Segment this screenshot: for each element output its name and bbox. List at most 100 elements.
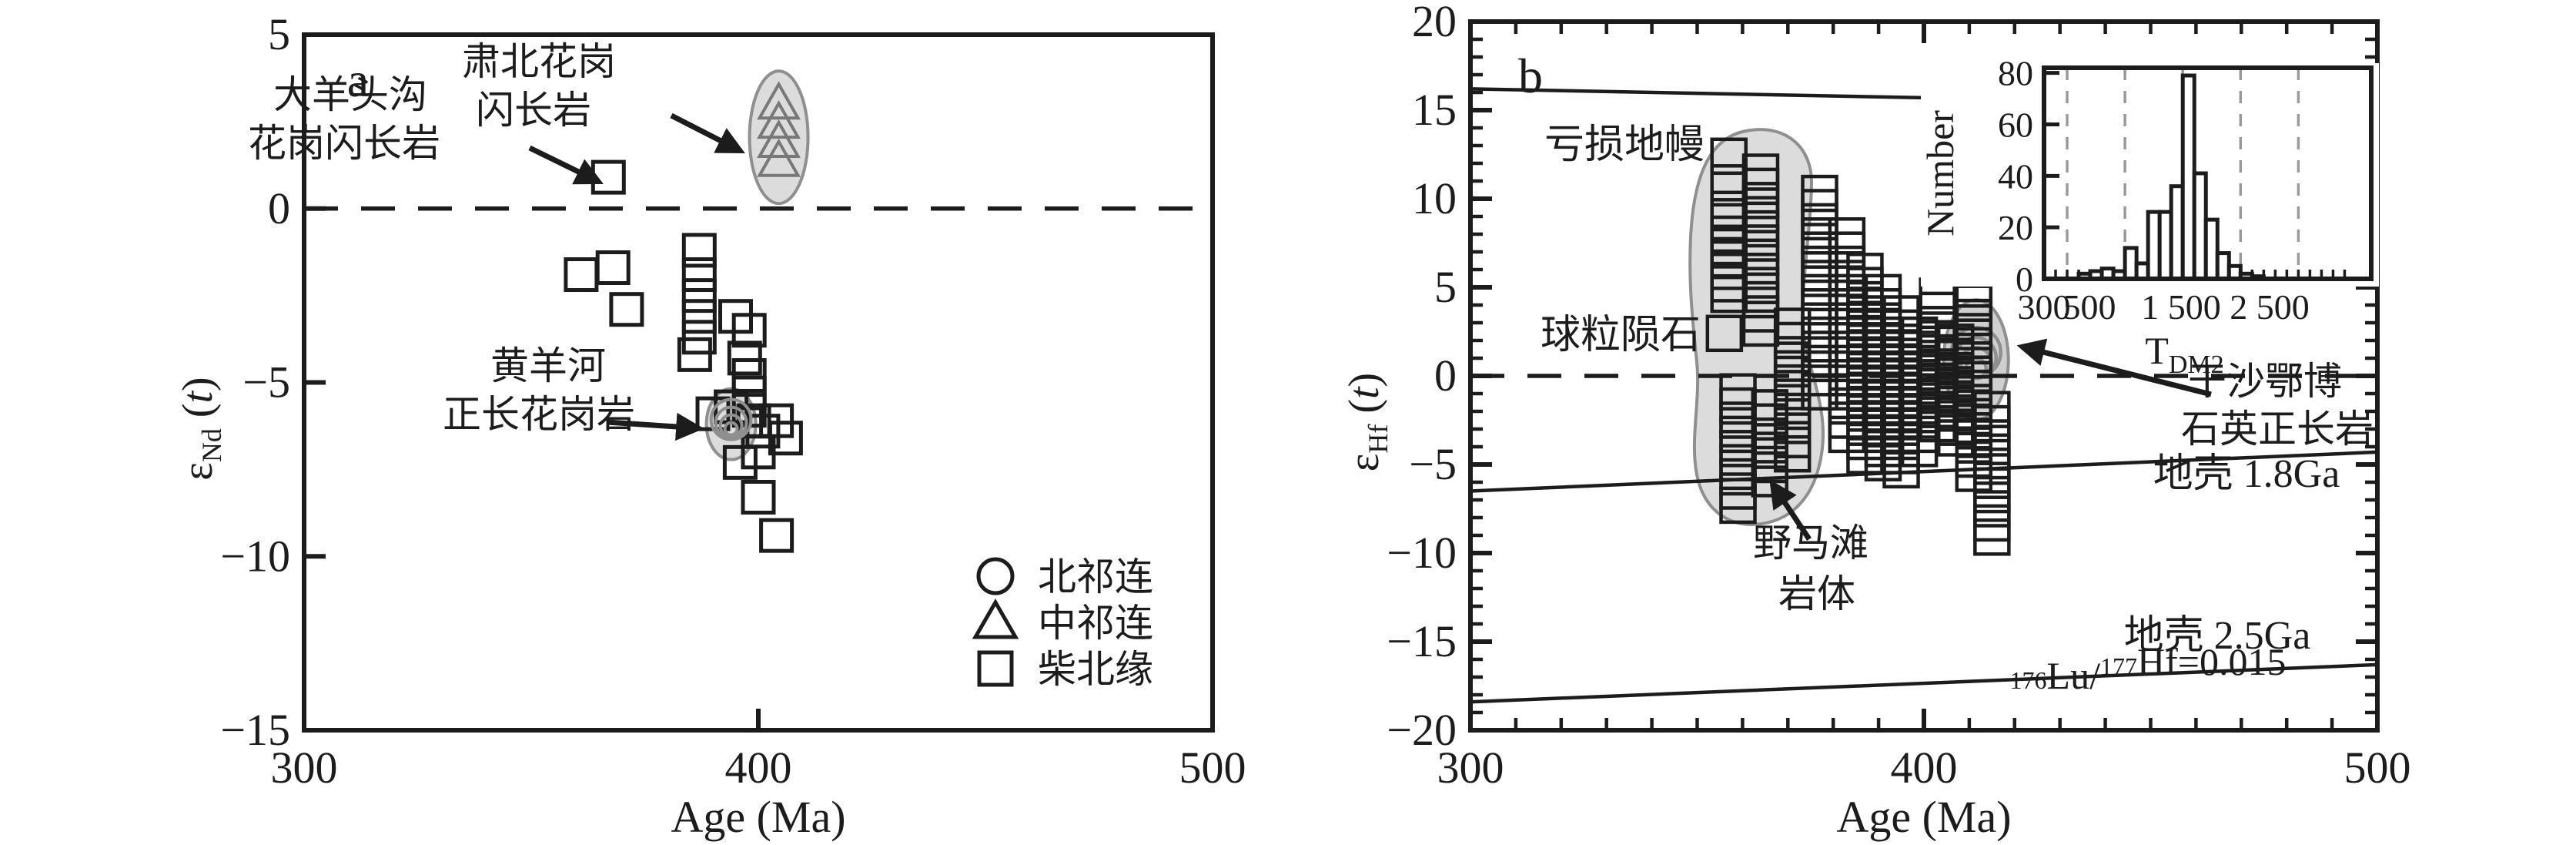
x-tick-label: 500 — [1179, 743, 1246, 793]
chaibeiyuan-square — [741, 479, 776, 515]
annotation-text: 野马滩 — [1753, 521, 1868, 565]
legend-circle-icon — [976, 557, 1015, 595]
y-tick-label: 0 — [268, 183, 290, 233]
chaibeiyuan-square — [564, 257, 599, 293]
y-tick-label: −15 — [1387, 616, 1457, 666]
inset-x-axis-title: TDM2 — [2145, 329, 2223, 379]
x-tick-label: 300 — [271, 743, 338, 793]
x-tick-label: 300 — [1437, 743, 1504, 793]
chaibeiyuan-square — [681, 233, 717, 268]
crust-1.8Ga-line — [1470, 450, 2378, 493]
legend-item-label: 中祁连 — [1038, 602, 1153, 645]
inset-x-tick-label: 300 — [2018, 287, 2071, 327]
legend-item-label: 北祁连 — [1038, 555, 1153, 599]
x-tick-label: 500 — [2344, 743, 2411, 793]
chaibeiyuan-square — [590, 159, 626, 195]
y-tick-label: 5 — [268, 9, 290, 59]
annotation-arrow — [2016, 338, 2212, 397]
legend-square-icon — [977, 650, 1014, 687]
crust25-label: 地壳 2.5Ga — [2124, 614, 2311, 658]
annotation-arrow — [606, 412, 704, 441]
annotation-arrow — [1769, 479, 1812, 541]
chaibeiyuan-square — [727, 340, 762, 376]
panel-b-label: b — [1518, 49, 1543, 103]
x-tick-label: 400 — [1891, 743, 1958, 793]
zircon-square — [1710, 275, 1748, 314]
inset-y-tick-label: 80 — [1998, 54, 2033, 93]
annotation-arrow — [528, 145, 604, 185]
inset-y-tick-label: 20 — [1998, 208, 2033, 247]
depleted-mantle-line — [1470, 87, 1925, 100]
zircon-square — [1741, 309, 1780, 347]
chaibeiyuan-square — [722, 444, 758, 480]
inset-y-tick-label: 0 — [2016, 260, 2033, 299]
x-axis-title: Age (Ma) — [671, 792, 845, 842]
y-tick-label: −10 — [220, 531, 290, 581]
y-tick-label: −20 — [1387, 705, 1457, 755]
chaibeiyuan-square — [731, 357, 767, 393]
panel-a-label: a — [347, 52, 369, 107]
y-tick-label: −10 — [1387, 528, 1457, 578]
x-axis-title: Age (Ma) — [1836, 792, 2011, 842]
zhongqilian-triangle — [757, 138, 801, 177]
y-tick-label: −5 — [243, 357, 290, 407]
inset-y-tick-label: 60 — [1998, 106, 2033, 145]
inset-x-tick-label: 500 — [2063, 287, 2116, 327]
annotation-text: 大羊头沟 — [273, 73, 427, 116]
luhf-formula: 176Lu/177Hf=0.015 — [2010, 640, 2287, 697]
chondrite-label: 球粒陨石 — [1541, 314, 1701, 357]
chaibeiyuan-square — [681, 257, 717, 293]
inset-border — [2042, 65, 2374, 281]
chaibeiyuan-square — [681, 299, 717, 334]
depleted-mantle-label: 亏损地幔 — [1544, 123, 1705, 167]
zircon-square — [1719, 486, 1757, 525]
legend-triangle-icon — [972, 599, 1019, 639]
chaibeiyuan-square — [731, 313, 767, 348]
annotation-text: 黄羊河 — [490, 344, 606, 387]
chaibeiyuan-square — [759, 518, 795, 553]
y-tick-label: 10 — [1412, 173, 1457, 223]
annotation-text: 闪长岩 — [476, 89, 591, 132]
chaibeiyuan-square — [741, 434, 776, 470]
annotation-text: 干沙鄂博 — [2188, 360, 2342, 403]
crust-2.5Ga-line — [1470, 662, 2378, 704]
chaibeiyuan-square — [759, 403, 795, 438]
zircon-square — [1773, 434, 1812, 473]
chaibeiyuan-square — [681, 278, 717, 314]
chaibeiyuan-square — [595, 250, 631, 286]
x-tick-label: 400 — [725, 743, 792, 793]
annotation-text: 正长花岗岩 — [443, 393, 635, 436]
zhongqilian-triangle — [757, 100, 801, 139]
chaibeiyuan-square — [609, 292, 644, 327]
annotation-text: 花岗闪长岩 — [248, 122, 440, 165]
annotation-text: 肃北花岗 — [462, 40, 616, 83]
zhongqilian-triangle — [757, 81, 801, 120]
zircon-square — [1705, 314, 1744, 353]
beiqilian-circle — [723, 421, 739, 437]
y-axis-title: εHf (t) — [1340, 373, 1393, 471]
annotation-arrow — [670, 112, 745, 154]
zircon-square — [1801, 373, 1838, 411]
legend-item-label: 柴北缘 — [1038, 648, 1153, 691]
y-tick-label: −15 — [220, 705, 290, 755]
zircon-square — [1973, 518, 2011, 556]
y-tick-label: −5 — [1409, 439, 1457, 489]
chaibeiyuan-square — [677, 337, 712, 372]
crust18-label: 地壳 1.8Ga — [2153, 452, 2340, 496]
y-axis-title: εNd (t) — [174, 377, 227, 480]
inset-x-tick-label: 1 500 — [2141, 287, 2221, 327]
inset-x-tick-label: 2 500 — [2230, 287, 2310, 327]
y-tick-label: 0 — [1434, 350, 1457, 401]
y-tick-label: 5 — [1434, 262, 1457, 312]
annotation-text: 岩体 — [1778, 572, 1855, 615]
inset-y-tick-label: 40 — [1998, 156, 2033, 196]
annotation-text: 石英正长岩 — [2181, 407, 2374, 451]
chaibeiyuan-square — [681, 320, 717, 355]
y-tick-label: 15 — [1412, 85, 1457, 135]
y-tick-label: 20 — [1412, 0, 1457, 46]
